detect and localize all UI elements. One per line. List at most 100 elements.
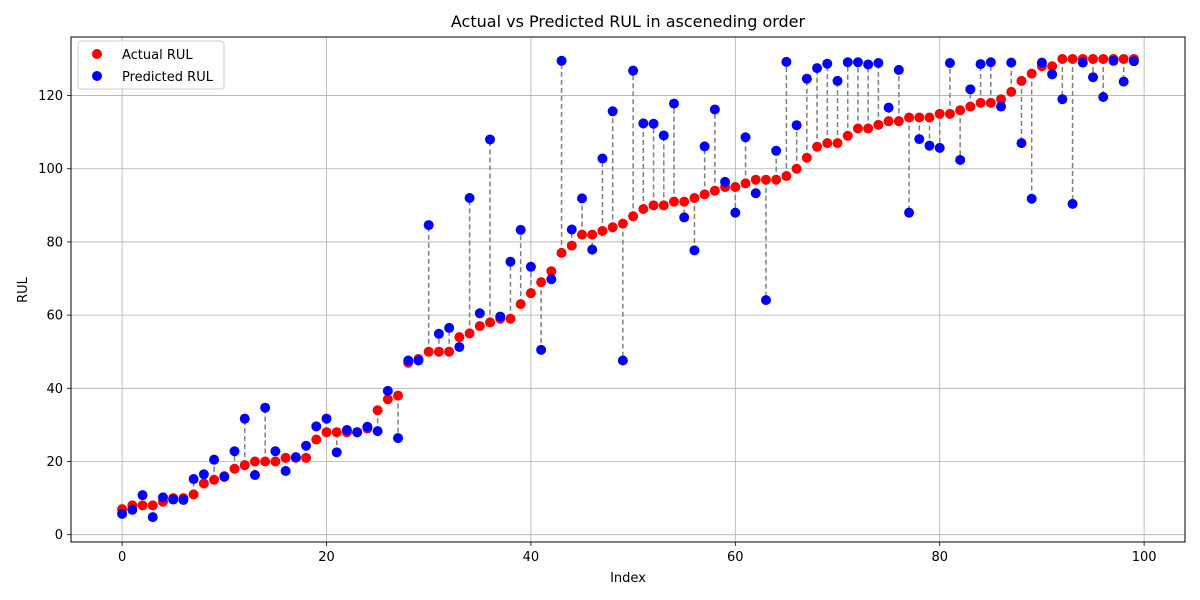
actual-rul-point — [1098, 53, 1109, 64]
x-tick-label: 80 — [931, 550, 948, 565]
predicted-rul-point — [852, 57, 863, 68]
predicted-rul-point — [842, 57, 853, 68]
predicted-rul-point — [270, 446, 281, 457]
predicted-rul-point — [1128, 56, 1139, 67]
predicted-rul-points — [117, 55, 1139, 523]
predicted-rul-point — [740, 132, 751, 143]
actual-rul-point — [750, 174, 761, 185]
actual-rul-point — [1026, 68, 1037, 79]
actual-rul-point — [832, 138, 843, 149]
predicted-rul-point — [209, 454, 220, 465]
predicted-rul-point — [341, 425, 352, 436]
predicted-rul-point — [495, 311, 506, 322]
predicted-rul-point — [628, 65, 639, 76]
predicted-rul-point — [873, 57, 884, 68]
predicted-rul-point — [413, 355, 424, 366]
y-tick-label: 100 — [38, 162, 63, 177]
chart-title: Actual vs Predicted RUL in asceneding or… — [451, 12, 806, 31]
predicted-rul-point — [352, 427, 363, 438]
predicted-rul-point — [546, 274, 557, 285]
actual-rul-point — [617, 218, 628, 229]
actual-rul-point — [505, 313, 516, 324]
actual-rul-point — [301, 452, 312, 463]
y-axis-ticks: 0 20 40 60 80 100 120 — [38, 89, 71, 543]
predicted-rul-point — [515, 224, 526, 235]
actual-rul-point — [955, 105, 966, 116]
predicted-rul-point — [638, 118, 649, 129]
actual-rul-point — [822, 138, 833, 149]
actual-rul-point — [270, 456, 281, 467]
predicted-rul-point — [536, 344, 547, 355]
predicted-rul-point — [403, 355, 414, 366]
actual-rul-point — [760, 174, 771, 185]
actual-rul-point — [863, 123, 874, 134]
x-tick-label: 0 — [118, 550, 126, 565]
predicted-rul-point — [730, 207, 741, 218]
actual-rul-point — [996, 94, 1007, 105]
predicted-rul-point — [127, 504, 138, 515]
predicted-rul-point — [883, 102, 894, 113]
predicted-rul-point — [178, 494, 189, 505]
predicted-rul-point — [1118, 76, 1129, 87]
y-tick-label: 80 — [46, 235, 63, 250]
actual-rul-point — [842, 130, 853, 141]
actual-rul-point — [464, 328, 475, 339]
predicted-rul-point — [587, 244, 598, 255]
predicted-rul-point — [505, 256, 516, 267]
predicted-rul-point — [433, 328, 444, 339]
predicted-rul-point — [607, 106, 618, 117]
predicted-rul-point — [393, 433, 404, 444]
actual-rul-point — [321, 427, 332, 438]
predicted-rul-point — [1026, 193, 1037, 204]
predicted-rul-point — [658, 130, 669, 141]
predicted-rul-point — [985, 57, 996, 68]
predicted-rul-point — [760, 295, 771, 306]
y-tick-label: 20 — [46, 455, 63, 470]
actual-rul-point — [740, 178, 751, 189]
predicted-rul-point — [219, 471, 230, 482]
predicted-rul-point — [781, 56, 792, 67]
actual-rul-point — [546, 266, 557, 277]
actual-rul-point — [229, 463, 240, 474]
predicted-rul-point — [362, 421, 373, 432]
actual-rul-point — [873, 119, 884, 130]
predicted-rul-point — [1088, 72, 1099, 83]
predicted-rul-point — [924, 140, 935, 151]
actual-rul-point — [1067, 53, 1078, 64]
predicted-rul-point — [597, 153, 608, 164]
legend-predicted-label: Predicted RUL — [122, 70, 214, 85]
predicted-rul-point — [1006, 57, 1017, 68]
predicted-rul-point — [444, 322, 455, 333]
predicted-rul-point — [239, 413, 250, 424]
predicted-rul-point — [812, 63, 823, 74]
predicted-rul-point — [893, 64, 904, 75]
predicted-rul-point — [147, 512, 158, 523]
actual-rul-point — [198, 478, 209, 489]
predicted-rul-point — [1016, 138, 1027, 149]
actual-rul-point — [331, 427, 342, 438]
predicted-rul-point — [454, 341, 465, 352]
actual-rul-point — [188, 489, 199, 500]
predicted-rul-point — [382, 385, 393, 396]
predicted-rul-point — [791, 120, 802, 131]
actual-rul-point — [904, 112, 915, 123]
predicted-rul-point — [965, 84, 976, 95]
y-tick-label: 40 — [46, 382, 63, 397]
actual-rul-point — [1088, 53, 1099, 64]
legend-actual-marker — [92, 49, 102, 59]
predicted-rul-point — [914, 134, 925, 145]
actual-rul-point — [781, 171, 792, 182]
predicted-rul-point — [1108, 55, 1119, 66]
predicted-rul-point — [996, 101, 1007, 112]
actual-rul-point — [934, 108, 945, 119]
actual-rul-point — [280, 452, 291, 463]
actual-rul-point — [944, 108, 955, 119]
actual-rul-point — [587, 229, 598, 240]
actual-rul-point — [249, 456, 260, 467]
predicted-rul-point — [1067, 198, 1078, 209]
actual-rul-point — [699, 189, 710, 200]
predicted-rul-point — [249, 470, 260, 481]
predicted-rul-point — [822, 58, 833, 69]
actual-rul-point — [648, 200, 659, 211]
